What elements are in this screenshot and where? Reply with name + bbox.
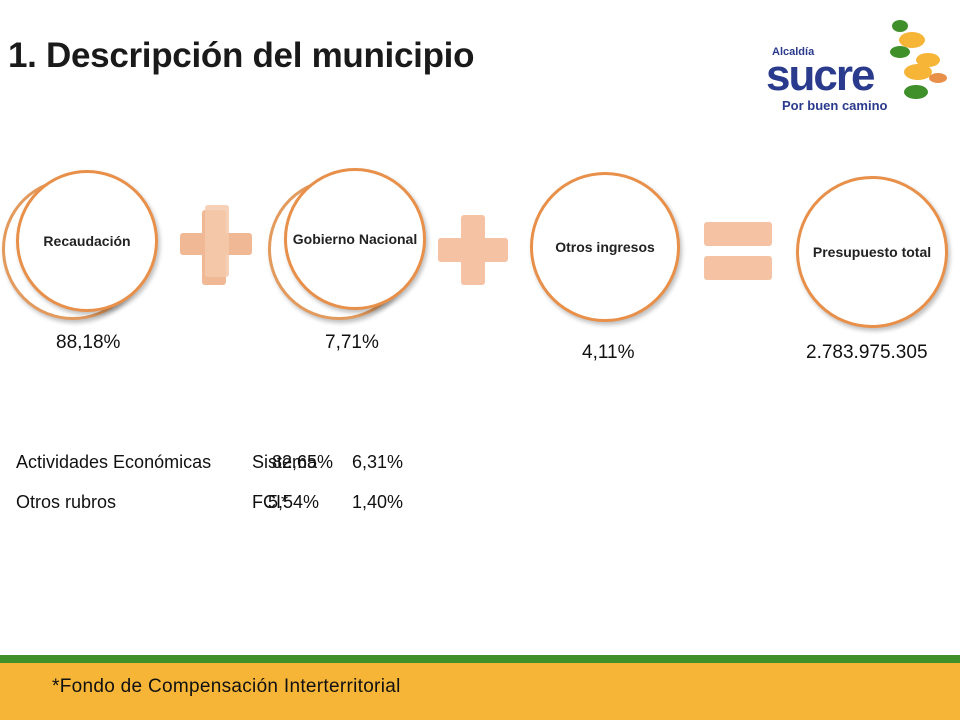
plus-icon [438, 215, 508, 285]
presupuesto-total-label: Presupuesto total [812, 243, 932, 260]
rubro-pct: 5,54% [268, 492, 320, 512]
logo-small-text: Alcaldía [772, 46, 815, 58]
otros-ingresos-value: 4,11% [582, 342, 635, 363]
presupuesto-total-value: 2.783.975.305 [806, 342, 928, 363]
logo-mark-icon [890, 20, 947, 99]
logo-slogan: Por buen camino [782, 98, 888, 113]
plus-icon [180, 205, 252, 285]
rubro-label: Actividades Económicas [16, 452, 212, 472]
gobierno-nacional-value: 7,71% [325, 332, 379, 353]
otros-ingresos-label: Otros ingresos [555, 238, 655, 255]
gobierno-nacional-circle [284, 168, 426, 310]
gobierno-nacional-label: Gobierno Nacional [292, 230, 418, 247]
page-title: 1. Descripción del municipio [8, 36, 475, 75]
logo-name: sucre [766, 51, 875, 100]
recaudacion-label: Recaudación [43, 232, 131, 249]
alcaldia-sucre-logo: Alcaldía sucre Por buen camino [760, 12, 955, 113]
recaudacion-value: 88,18% [56, 332, 121, 353]
fuente-pct: 6,31% [352, 452, 404, 472]
footer-bar [0, 663, 960, 720]
equals-icon [704, 222, 772, 280]
fuente-label: FCI* [252, 492, 288, 512]
presupuesto-total-circle [796, 176, 948, 328]
recaudacion-circle [16, 170, 158, 312]
footer-divider [0, 655, 960, 663]
footnote: *Fondo de Compensación Interterritorial [52, 676, 401, 697]
fuente-label: Sistema [252, 452, 318, 472]
fuente-pct: 1,40% [352, 492, 404, 512]
rubro-pct: 82,65% [272, 452, 334, 472]
otros-ingresos-circle [530, 172, 680, 322]
rubro-label: Otros rubros [16, 492, 117, 512]
